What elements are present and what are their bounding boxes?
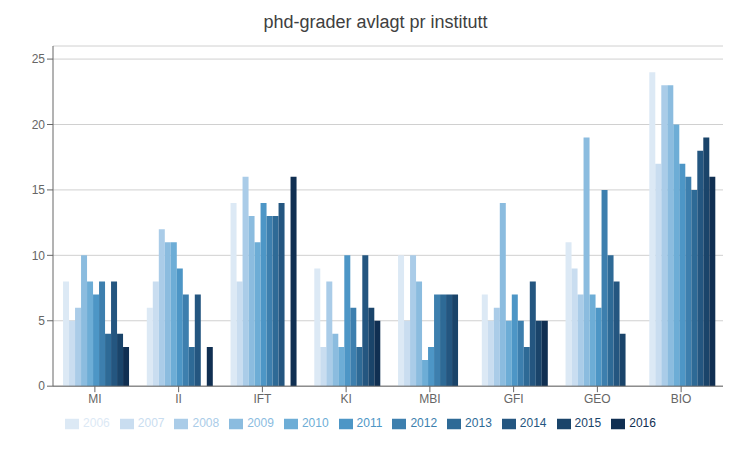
html-text:2010: 2010 xyxy=(301,416,329,431)
html-text:2007: 2007 xyxy=(137,416,165,431)
svg-text:25: 25 xyxy=(32,52,46,66)
svg-text:MI: MI xyxy=(88,392,101,406)
svg-text:0: 0 xyxy=(38,379,45,393)
html-text:phd-grader avlagt pr institutt: phd-grader avlagt pr institutt xyxy=(263,12,488,32)
html-text:2011: 2011 xyxy=(356,416,383,431)
html-text:2012: 2012 xyxy=(410,416,438,431)
html-text:2015: 2015 xyxy=(574,416,602,431)
svg-text:BIO: BIO xyxy=(671,392,692,406)
svg-text:IFT: IFT xyxy=(253,392,272,406)
svg-text:5: 5 xyxy=(38,314,45,328)
svg-text:GFI: GFI xyxy=(504,392,524,406)
svg-text:20: 20 xyxy=(32,118,46,132)
html-text:2006: 2006 xyxy=(83,416,110,431)
svg-text:15: 15 xyxy=(32,183,46,197)
svg-text:II: II xyxy=(175,392,182,406)
html-text:2009: 2009 xyxy=(247,416,274,431)
svg-text:MBI: MBI xyxy=(419,392,440,406)
svg-text:KI: KI xyxy=(340,392,351,406)
html-text:2016: 2016 xyxy=(629,416,656,431)
svg-text:10: 10 xyxy=(32,249,46,263)
html-text:2013: 2013 xyxy=(465,416,492,431)
html-text:2008: 2008 xyxy=(192,416,220,431)
svg-text:GEO: GEO xyxy=(584,392,611,406)
html-text:2014: 2014 xyxy=(519,416,547,431)
